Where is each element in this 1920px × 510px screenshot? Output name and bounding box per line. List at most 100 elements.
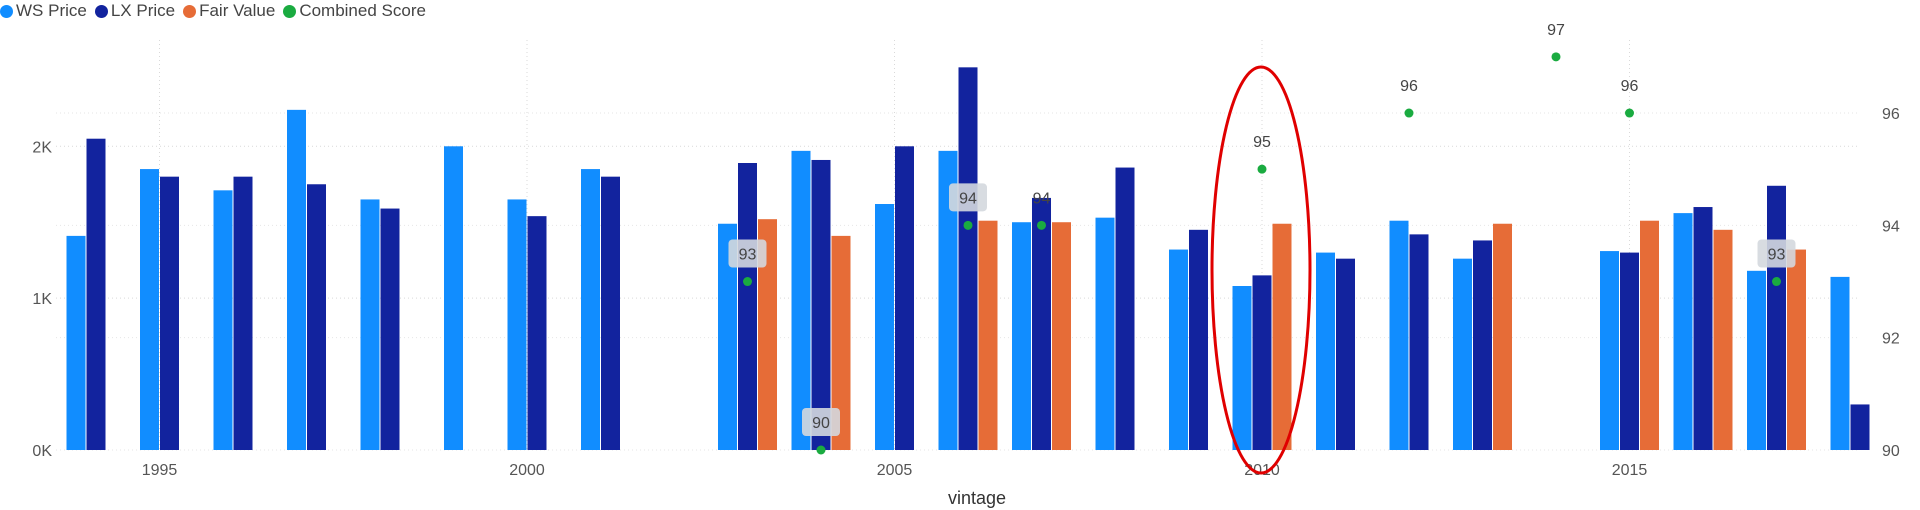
bar-ws-price[interactable]	[1095, 217, 1115, 450]
bar-lx-price[interactable]	[1032, 197, 1051, 450]
bar-ws-price[interactable]	[1316, 252, 1335, 450]
data-label: 96	[1621, 78, 1639, 95]
bar-lx-price[interactable]	[895, 146, 914, 450]
bar-lx-price[interactable]	[380, 208, 400, 450]
legend-item[interactable]: Combined Score	[283, 1, 426, 21]
bar-ws-price[interactable]	[581, 169, 600, 450]
chart-legend: WS Price LX Price Fair Value Combined Score	[0, 0, 434, 22]
bar-ws-price[interactable]	[791, 150, 811, 450]
y-tick-label: 1K	[32, 291, 52, 308]
y-tick-label: 2K	[32, 139, 52, 156]
bar-lx-price[interactable]	[1850, 404, 1870, 450]
bar-lx-price[interactable]	[811, 159, 831, 451]
bar-fair-value[interactable]	[978, 220, 998, 450]
x-tick-label: 1995	[142, 462, 178, 479]
legend-marker	[94, 4, 108, 18]
bar-lx-price[interactable]	[1767, 185, 1786, 450]
bar-lx-price[interactable]	[307, 184, 326, 450]
x-tick-label: 2015	[1612, 462, 1648, 479]
bar-fair-value[interactable]	[1713, 229, 1733, 450]
data-label: 94	[1033, 190, 1051, 207]
annotation-ellipse	[1210, 65, 1312, 475]
legend-label: WS Price	[16, 1, 87, 20]
bar-ws-price[interactable]	[718, 223, 737, 450]
bar-ws-price[interactable]	[1600, 251, 1619, 450]
bar-ws-price[interactable]	[1673, 213, 1693, 450]
combined-score-point[interactable]	[1551, 52, 1561, 62]
bar-fair-value[interactable]	[1787, 249, 1806, 450]
bar-ws-price[interactable]	[875, 204, 894, 450]
bar-lx-price[interactable]	[1252, 275, 1272, 450]
combined-score-point[interactable]	[743, 277, 752, 287]
bar-ws-price[interactable]	[360, 199, 380, 450]
legend-label: LX Price	[110, 1, 176, 20]
legend-label: Combined Score	[299, 1, 426, 20]
bar-lx-price[interactable]	[233, 176, 253, 450]
bar-ws-price[interactable]	[1232, 286, 1252, 450]
bar-ws-price[interactable]	[213, 190, 233, 451]
data-label: 94	[959, 190, 977, 207]
y2-tick-label: 94	[1882, 218, 1900, 235]
legend-item[interactable]: WS Price	[0, 1, 87, 21]
legend-marker	[283, 4, 297, 18]
bar-lx-price[interactable]	[86, 138, 106, 450]
y2-tick-label: 92	[1882, 331, 1900, 348]
bar-fair-value[interactable]	[831, 235, 851, 450]
legend-item[interactable]: LX Price	[94, 1, 176, 21]
bar-lx-price[interactable]	[1115, 167, 1135, 451]
combined-score-point[interactable]	[1037, 220, 1046, 230]
bar-lx-price[interactable]	[1693, 207, 1713, 450]
combined-score-point[interactable]	[816, 445, 826, 455]
bar-lx-price[interactable]	[1189, 229, 1208, 450]
bar-ws-price[interactable]	[507, 199, 527, 450]
bar-ws-price[interactable]	[938, 150, 958, 450]
bar-ws-price[interactable]	[1012, 222, 1031, 450]
data-label: 97	[1547, 22, 1565, 39]
combined-score-point[interactable]	[1404, 108, 1414, 118]
data-label-background	[949, 183, 987, 212]
combined-score-point[interactable]	[1625, 108, 1634, 118]
y2-tick-label: 96	[1882, 106, 1900, 123]
bar-lx-price[interactable]	[738, 163, 757, 450]
x-tick-label: 2000	[509, 462, 545, 479]
bar-ws-price[interactable]	[66, 235, 86, 450]
combined-score-point[interactable]	[1257, 164, 1267, 174]
x-axis-title: vintage	[948, 488, 1006, 508]
bar-lx-price[interactable]	[601, 176, 620, 450]
data-label: 96	[1400, 78, 1418, 95]
bar-ws-price[interactable]	[1747, 270, 1766, 450]
legend-item[interactable]: Fair Value	[183, 1, 275, 21]
bar-lx-price[interactable]	[1336, 258, 1355, 450]
data-label: 95	[1253, 134, 1271, 151]
combined-score-point[interactable]	[1772, 277, 1781, 287]
bar-fair-value[interactable]	[1640, 220, 1659, 450]
bar-fair-value[interactable]	[1052, 222, 1071, 450]
bar-ws-price[interactable]	[140, 169, 159, 450]
bar-ws-price[interactable]	[287, 109, 306, 450]
bar-ws-price[interactable]	[1830, 276, 1850, 450]
y-tick-label: 0K	[32, 443, 52, 460]
legend-label: Fair Value	[199, 1, 276, 20]
bar-fair-value[interactable]	[1272, 223, 1292, 450]
bar-ws-price[interactable]	[1389, 220, 1409, 450]
bar-ws-price[interactable]	[444, 146, 463, 450]
x-tick-label: 2005	[877, 462, 913, 479]
bar-lx-price[interactable]	[1409, 234, 1429, 450]
data-label: 90	[812, 415, 830, 432]
bar-lx-price[interactable]	[160, 176, 179, 450]
combined-score-point[interactable]	[963, 220, 973, 230]
bar-ws-price[interactable]	[1169, 249, 1188, 450]
data-label-background	[728, 239, 767, 268]
data-label-background	[1757, 239, 1796, 268]
legend-marker	[183, 4, 197, 18]
bar-fair-value[interactable]	[758, 219, 777, 450]
data-label-background	[802, 408, 840, 436]
bar-lx-price[interactable]	[1473, 240, 1492, 450]
bar-lx-price[interactable]	[527, 216, 547, 450]
bar-lx-price[interactable]	[1620, 252, 1639, 450]
bar-fair-value[interactable]	[1493, 223, 1512, 450]
bar-lx-price[interactable]	[958, 67, 978, 450]
bar-ws-price[interactable]	[1453, 258, 1472, 450]
y2-tick-label: 90	[1882, 443, 1900, 460]
